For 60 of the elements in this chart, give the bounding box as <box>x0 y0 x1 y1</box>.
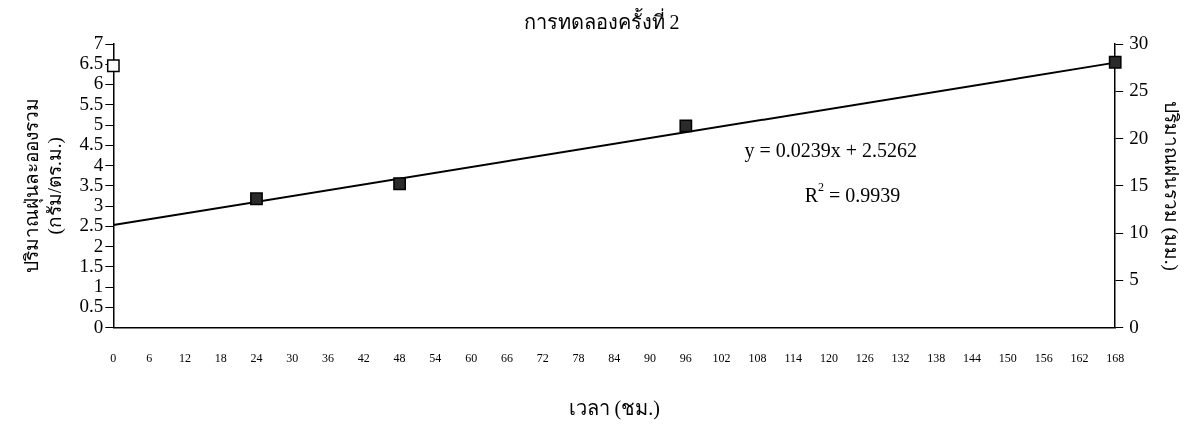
y-tick-label: 4.5 <box>79 133 104 155</box>
x-tick-label: 24 <box>250 350 263 365</box>
point <box>679 119 693 133</box>
x-tick-label: 138 <box>927 350 946 365</box>
point <box>393 177 406 191</box>
annotation: y = 0.0239x + 2.5262 <box>744 139 918 163</box>
x-tick-label: 78 <box>572 350 585 365</box>
y2-tick-label: 20 <box>1129 126 1149 148</box>
x-axis-title: เวลา (ชม.) <box>568 397 660 421</box>
y-tick-label: 2 <box>93 234 104 256</box>
y-tick-label: 6 <box>93 72 104 94</box>
y-tick-label: 3 <box>93 194 104 216</box>
y-tick-label: 7 <box>93 31 104 53</box>
x-tick-label: 108 <box>748 350 767 365</box>
y2-tick-label: 15 <box>1129 173 1149 195</box>
y2-axis-title: ปริมาณฝนรวม (มม.) <box>1159 100 1182 271</box>
x-tick-label: 6 <box>146 350 153 365</box>
x-tick-label: 150 <box>998 350 1017 365</box>
x-tick-label: 66 <box>500 350 513 365</box>
y2-tick-label: 10 <box>1129 221 1149 243</box>
x-tick-label: 96 <box>679 350 692 365</box>
x-tick-label: 120 <box>819 350 838 365</box>
y-tick-label: 3.5 <box>79 173 104 195</box>
y2-tick-label: 25 <box>1129 79 1149 101</box>
x-tick-label: 84 <box>608 350 621 365</box>
x-tick-label: 0 <box>110 350 117 365</box>
y-tick-label: 0 <box>93 315 104 337</box>
y-tick-label: 1 <box>93 275 104 297</box>
y-tick-label: 6.5 <box>79 52 104 74</box>
y-tick-label: 1.5 <box>79 254 104 276</box>
x-tick-label: 18 <box>214 350 227 365</box>
y-tick-label: 2.5 <box>79 214 104 236</box>
y-tick-label: 0.5 <box>79 295 104 317</box>
x-tick-label: 156 <box>1034 350 1053 365</box>
y2-tick-label: 5 <box>1129 268 1139 290</box>
x-tick-label: 60 <box>465 350 478 365</box>
x-tick-label: 102 <box>712 350 731 365</box>
x-tick-label: 54 <box>429 350 442 365</box>
y-tick-label: 4 <box>93 153 104 175</box>
x-tick-label: 42 <box>357 350 370 365</box>
x-tick-label: 90 <box>644 350 657 365</box>
point <box>250 192 263 206</box>
chart-title: การทดลองครั้งที่ 2 <box>523 8 680 34</box>
x-tick-label: 36 <box>322 350 335 365</box>
y-axis-title: ปริมาณฝุ่นละอองรวม (กรัม/ตร.ม.) <box>21 98 67 274</box>
y-tick-label: 5.5 <box>79 92 104 114</box>
x-tick-label: 114 <box>784 350 802 365</box>
point <box>1108 55 1122 69</box>
x-tick-label: 30 <box>286 350 299 365</box>
x-tick-label: 48 <box>393 350 406 365</box>
x-tick-label: 12 <box>178 350 191 365</box>
y2-tick-label: 30 <box>1129 31 1149 53</box>
x-tick-label: 126 <box>855 350 874 365</box>
x-tick-label: 168 <box>1106 350 1125 365</box>
x-tick-label: 162 <box>1070 350 1089 365</box>
x-tick-label: 72 <box>536 350 549 365</box>
y2-tick-label: 0 <box>1129 315 1139 337</box>
x-tick-label: 144 <box>963 350 982 365</box>
x-tick-label: 132 <box>891 350 910 365</box>
y-tick-label: 5 <box>93 113 104 135</box>
